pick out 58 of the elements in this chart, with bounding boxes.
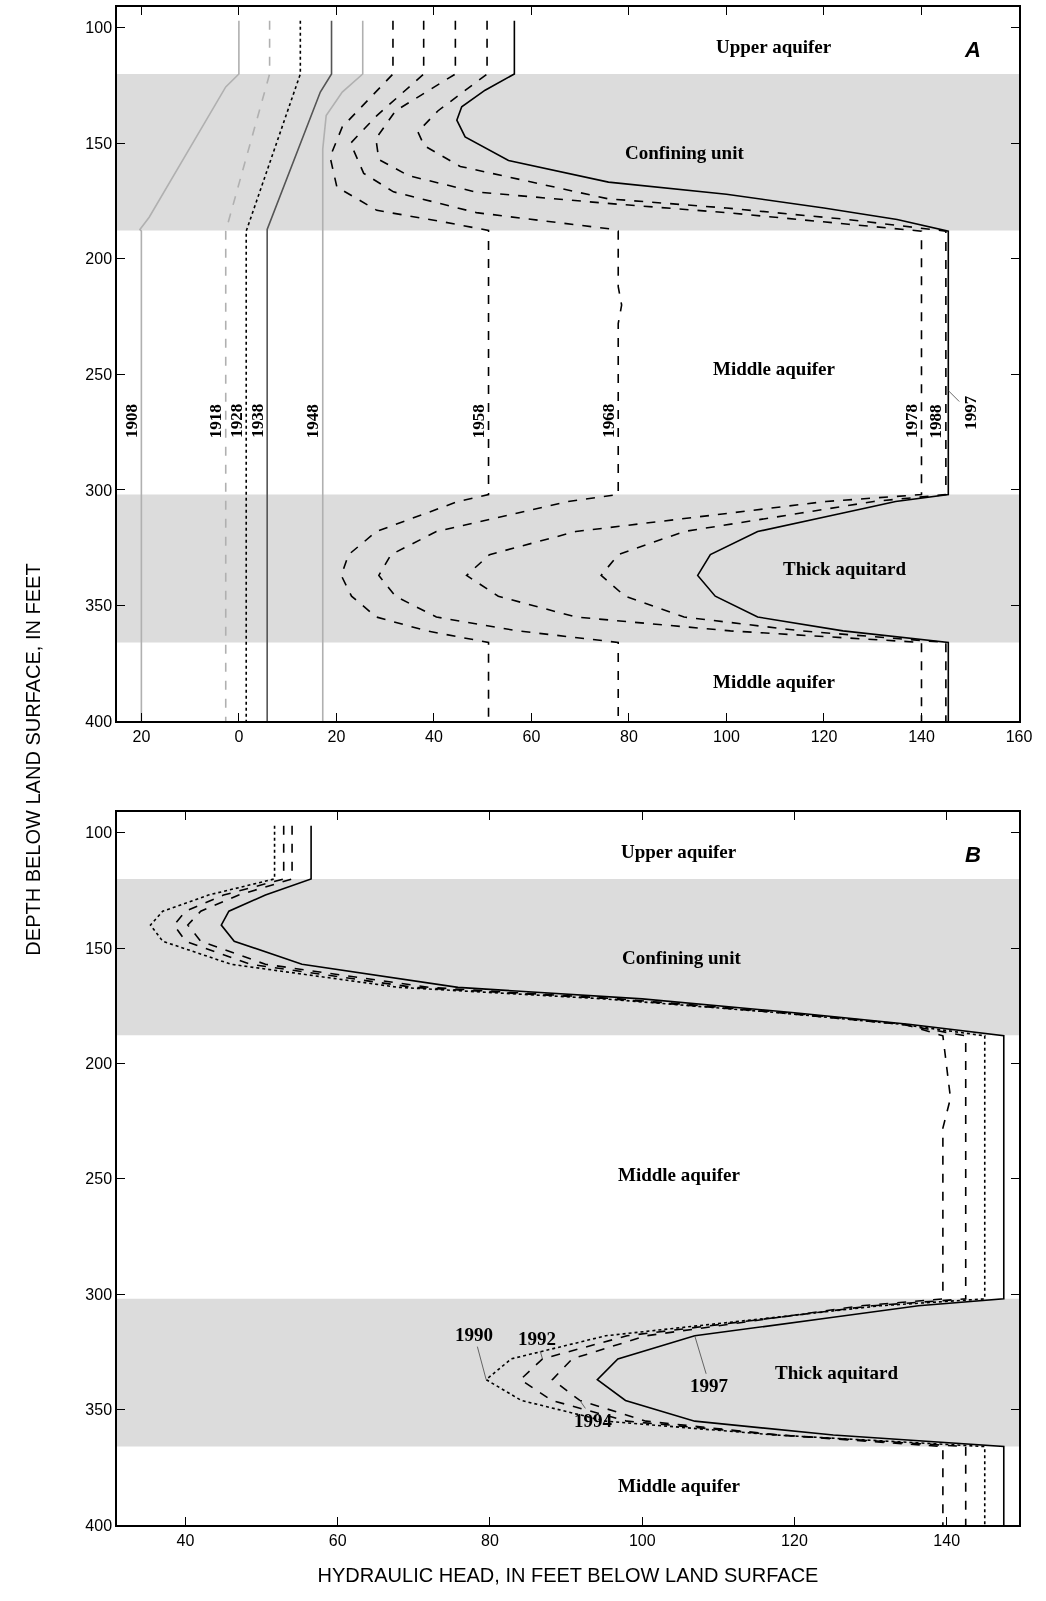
text: 1978 — [901, 404, 921, 439]
annotation: Middle aquifer — [713, 671, 836, 692]
text: 1968 — [598, 403, 618, 438]
band-label: Thick aquitard — [783, 558, 907, 579]
x-tick-label: 40 — [176, 1531, 195, 1549]
y-tick-label: 400 — [85, 1516, 113, 1534]
x-tick-label: 20 — [327, 727, 346, 745]
annotation: Upper aquifer — [716, 36, 832, 57]
x-tick-label: 140 — [908, 727, 935, 745]
text: 1928 — [226, 403, 246, 438]
band-label: Confining unit — [622, 947, 742, 968]
x-tick-label: 40 — [425, 727, 443, 745]
annotation: A — [964, 37, 981, 62]
text: 1948 — [303, 404, 323, 439]
annotation: Middle aquifer — [713, 358, 836, 379]
y-tick-label: 250 — [85, 1170, 113, 1188]
annotation: Middle aquifer — [618, 1475, 741, 1496]
text: 1997 — [960, 395, 980, 430]
y-tick-label: 150 — [85, 939, 113, 957]
annotation: Upper aquifer — [621, 841, 737, 862]
y-tick-label: 350 — [85, 597, 113, 615]
x-tick-label: 0 — [234, 727, 244, 745]
x-tick-label: 100 — [628, 1531, 656, 1549]
series-label: 1994 — [574, 1410, 613, 1431]
band-label: Confining unit — [625, 142, 745, 163]
x-tick-label: 80 — [481, 1531, 499, 1549]
annotation: B — [965, 842, 981, 867]
y-tick-label: 200 — [85, 1055, 113, 1073]
x-axis-title: HYDRAULIC HEAD, IN FEET BELOW LAND SURFACE — [317, 1563, 819, 1586]
x-tick-label: 20 — [132, 727, 151, 745]
text: 1958 — [468, 404, 488, 439]
x-tick-label: 120 — [781, 1531, 808, 1549]
y-axis-title: DEPTH BELOW LAND SURFACE, IN FEET — [21, 562, 45, 958]
y-tick-label: 100 — [85, 19, 113, 37]
y-tick-label: 200 — [85, 250, 113, 268]
y-tick-label: 300 — [85, 1285, 113, 1303]
x-tick-label: 60 — [328, 1531, 347, 1549]
text: 1908 — [121, 404, 141, 438]
x-tick-label: 160 — [1005, 727, 1033, 745]
series-label: 1997 — [690, 1375, 729, 1396]
text: 1918 — [206, 404, 226, 439]
text: 1938 — [247, 403, 267, 438]
y-tick-label: 400 — [85, 712, 113, 730]
text: 1988 — [926, 404, 946, 439]
series-label: 1990 — [455, 1324, 493, 1345]
x-tick-label: 140 — [933, 1531, 961, 1549]
series-label: 1992 — [518, 1328, 556, 1349]
y-tick-label: 300 — [85, 481, 113, 499]
x-tick-label: 120 — [810, 727, 838, 745]
y-tick-label: 250 — [85, 366, 113, 383]
x-tick-label: 100 — [713, 727, 740, 745]
y-tick-label: 350 — [85, 1401, 113, 1419]
x-tick-label: 60 — [522, 727, 541, 745]
band-label: Thick aquitard — [775, 1362, 899, 1383]
annotation: Middle aquifer — [618, 1164, 741, 1185]
x-tick-label: 80 — [620, 727, 638, 745]
y-tick-label: 100 — [85, 824, 113, 842]
y-tick-label: 150 — [85, 134, 113, 152]
